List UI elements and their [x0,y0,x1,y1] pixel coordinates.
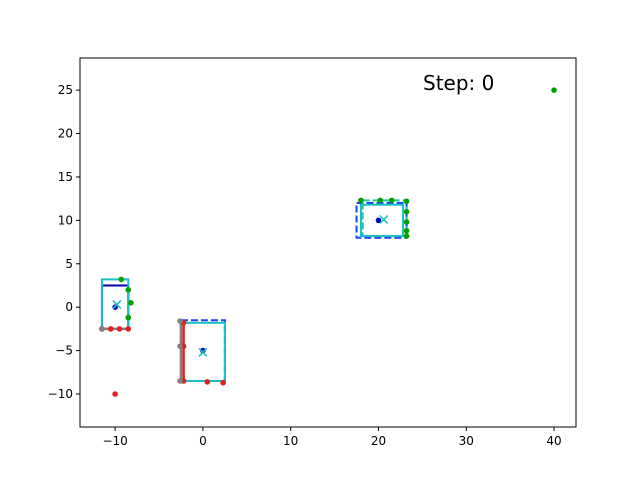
point-2-11 [403,227,410,234]
y-axis: −10 −5 0 5 10 15 20 25 [48,83,80,401]
point-x-4-2 [379,214,389,225]
x-tick-label: −10 [102,434,127,448]
point-2-0 [551,87,557,93]
point-0-0 [112,391,118,397]
point-2-2 [125,287,132,293]
point-2-5 [358,197,364,204]
point-3-2 [375,217,382,224]
x-tick-label: 10 [283,434,298,448]
x-tick-label: 30 [459,434,474,448]
point-2-1 [118,276,125,283]
plot-marks [99,87,557,397]
y-tick-label: −5 [55,344,73,358]
x-tick-label: 20 [371,434,386,448]
x-tick-label: 40 [546,434,561,448]
point-0-8 [204,379,211,385]
point-0-4 [125,326,132,332]
point-2-6 [377,197,384,204]
point-3-1 [200,347,206,354]
point-2-9 [403,208,410,215]
y-tick-label: −10 [48,387,73,401]
point-2-7 [388,197,395,204]
point-2-3 [128,300,134,306]
point-0-3 [116,326,123,332]
box-outline-4 [355,201,408,239]
step-annotation: Step: 0 [423,71,494,95]
y-tick-label: 20 [58,127,73,141]
point-0-2 [107,326,114,332]
point-1-1 [177,378,183,384]
point-2-10 [403,219,410,225]
y-tick-label: 10 [58,213,73,227]
point-1-2 [177,343,183,350]
point-1-3 [177,318,183,324]
x-axis: −10 0 10 20 30 40 [102,427,562,448]
x-tick-label: 0 [199,434,207,448]
point-2-12 [403,233,410,239]
box-outline-6 [359,203,405,237]
y-tick-label: 25 [58,83,73,97]
point-x-4-1 [198,347,208,357]
point-2-8 [403,198,410,205]
y-tick-label: 0 [65,300,73,314]
point-x-4-0 [112,300,122,310]
y-tick-label: 5 [65,257,73,271]
point-0-9 [220,379,226,386]
plot-area-frame [79,57,577,428]
point-2-4 [125,314,132,321]
y-tick-label: 15 [58,170,73,184]
point-1-0 [99,326,105,332]
